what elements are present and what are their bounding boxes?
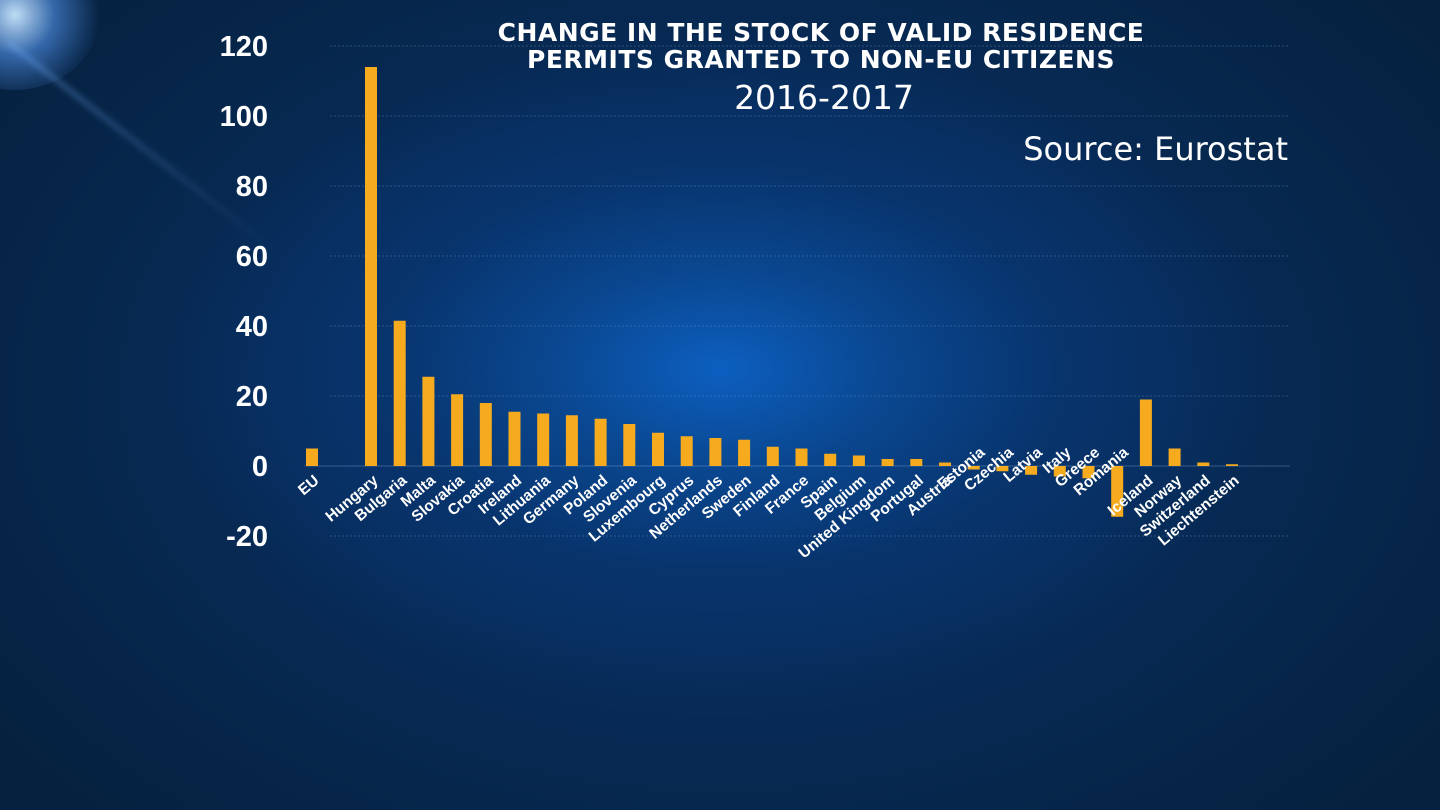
- chart-title-line-2: PERMITS GRANTED TO NON-EU CITIZENS: [527, 45, 1115, 74]
- y-tick-label: 120: [220, 31, 268, 63]
- bar-lithuania: [537, 413, 550, 466]
- bar-spain: [824, 453, 837, 466]
- bar-latvia: [1025, 466, 1038, 475]
- bar-czechia: [996, 466, 1009, 472]
- bar-croatia: [479, 403, 492, 466]
- bar-romania: [1111, 466, 1124, 517]
- bar-italy: [1053, 466, 1066, 477]
- chart-subtitle: 2016-2017: [734, 78, 914, 117]
- bar-ireland: [508, 411, 521, 466]
- y-tick-label: 40: [236, 311, 268, 343]
- bar-belgium: [852, 455, 865, 466]
- y-tick-label: -20: [226, 521, 268, 553]
- y-tick-label: 60: [236, 241, 268, 273]
- bar-poland: [594, 418, 607, 466]
- bar-liechtenstein: [1226, 464, 1238, 466]
- bar-hungary: [365, 67, 377, 466]
- bar-malta: [422, 376, 435, 466]
- bar-greece: [1082, 466, 1095, 479]
- bar-finland: [766, 446, 779, 466]
- gridlines: [305, 45, 1290, 537]
- y-tick-label: 80: [236, 171, 268, 203]
- bar-luxembourg: [652, 432, 664, 466]
- bar-eu: [306, 448, 318, 466]
- y-tick-label: 100: [220, 101, 268, 133]
- y-axis-ticks: 120 100 80 60 40 20 0 -20: [220, 31, 268, 553]
- bar-austria: [939, 462, 951, 466]
- bar-germany: [565, 415, 578, 466]
- bar-slovenia: [623, 424, 636, 466]
- bar-slovakia: [451, 394, 464, 466]
- x-tick-label: EU: [295, 472, 322, 499]
- y-tick-label: 0: [252, 451, 268, 483]
- bars: [306, 67, 1238, 517]
- bar-cyprus: [680, 436, 693, 466]
- bar-bulgaria: [393, 320, 406, 466]
- bar-netherlands: [709, 438, 722, 466]
- bar-estonia: [967, 466, 980, 470]
- bar-sweden: [738, 439, 751, 466]
- bar-norway: [1168, 448, 1181, 466]
- bar-iceland: [1139, 399, 1152, 466]
- chart-source: Source: Eurostat: [1023, 130, 1288, 168]
- bar-united-kingdom: [881, 459, 894, 466]
- bar-switzerland: [1197, 462, 1210, 466]
- chart-title: CHANGE IN THE STOCK OF VALID RESIDENCE: [497, 18, 1145, 47]
- bar-france: [795, 448, 808, 466]
- y-tick-label: 20: [236, 381, 268, 413]
- bar-portugal: [910, 459, 923, 466]
